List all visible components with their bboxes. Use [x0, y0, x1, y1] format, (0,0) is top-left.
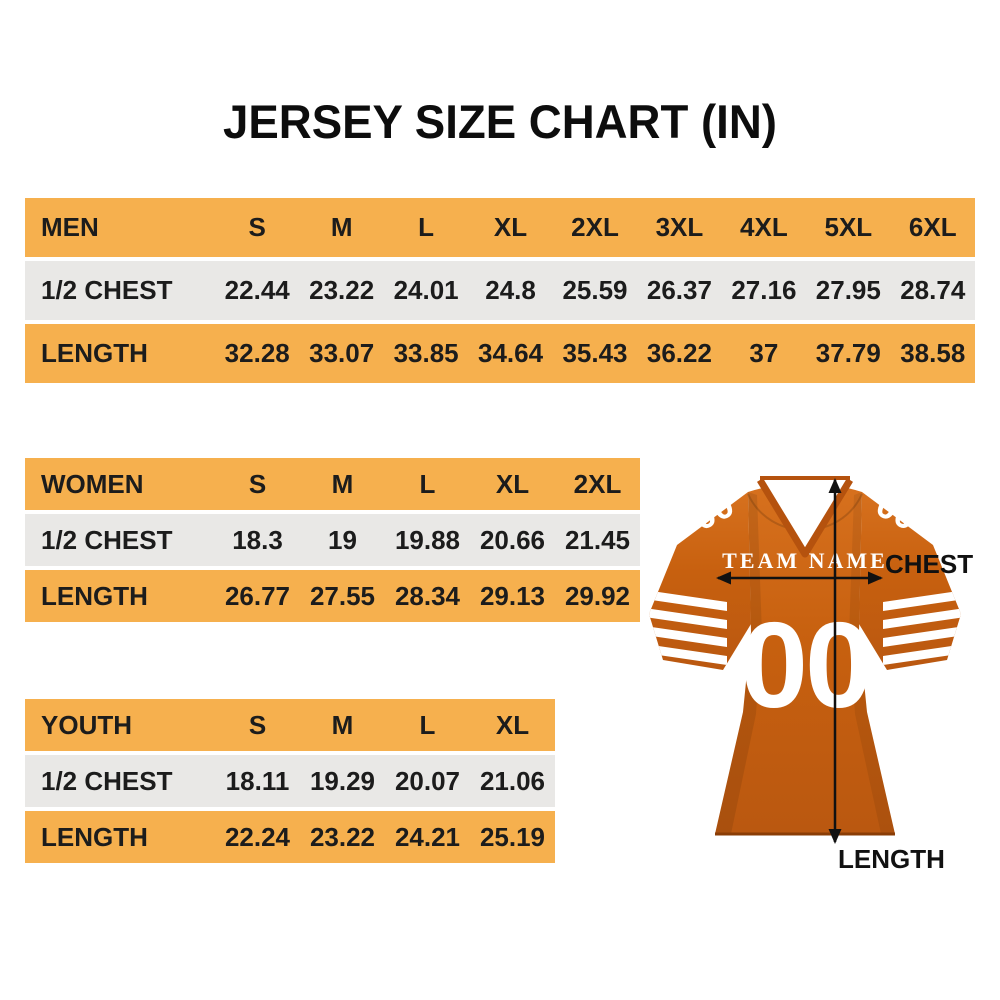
size-value: 29.13: [470, 570, 555, 622]
jersey-figure: 00 00 TEAM NAME 00 CHEST LENGTH: [645, 462, 1000, 887]
size-value: 20.07: [385, 755, 470, 807]
size-value: 20.66: [470, 514, 555, 566]
size-value: 28.74: [890, 261, 975, 320]
row-label: 1/2 CHEST: [25, 261, 215, 320]
size-value: 26.77: [215, 570, 300, 622]
size-value: 37: [721, 324, 807, 383]
size-value: 34.64: [468, 324, 553, 383]
size-value: 24.8: [468, 261, 553, 320]
size-value: 27.16: [721, 261, 807, 320]
row-label: 1/2 CHEST: [25, 755, 215, 807]
size-value: 29.92: [555, 570, 640, 622]
size-value: 18.11: [215, 755, 300, 807]
size-value: 24.21: [385, 811, 470, 863]
jersey-image: 00 00 TEAM NAME 00 CHEST LENGTH: [649, 476, 973, 874]
size-value: 36.22: [637, 324, 722, 383]
size-col-header: XL: [468, 198, 553, 257]
size-table-youth: YOUTH S M L XL 1/2 CHEST 18.11 19.29 20.07 21.06 L…: [25, 699, 555, 863]
size-value: 21.06: [470, 755, 555, 807]
size-value: 19.88: [385, 514, 470, 566]
size-table-women: WOMEN S M L XL 2XL 1/2 CHEST 18.3 19 19.88 20.66 21…: [25, 458, 640, 622]
size-col-header: 3XL: [637, 198, 722, 257]
size-value: 27.95: [806, 261, 891, 320]
chest-number: 00: [740, 597, 870, 733]
size-value: 19.29: [300, 755, 385, 807]
size-col-header: L: [385, 458, 470, 510]
size-col-header: 2XL: [555, 458, 640, 510]
row-label: LENGTH: [25, 811, 215, 863]
size-value: 35.43: [552, 324, 638, 383]
size-value: 23.22: [299, 261, 384, 320]
size-value: 38.58: [890, 324, 975, 383]
size-col-header: M: [300, 699, 385, 751]
size-value: 18.3: [215, 514, 300, 566]
size-col-header: 4XL: [721, 198, 807, 257]
length-label: LENGTH: [838, 844, 945, 874]
size-value: 22.44: [215, 261, 300, 320]
right-sleeve-stripes-icon: [883, 590, 961, 665]
left-sleeve-stripes-icon: [649, 590, 727, 665]
table-title: MEN: [25, 198, 215, 257]
size-value: 22.24: [215, 811, 300, 863]
size-value: 24.01: [383, 261, 469, 320]
size-col-header: XL: [470, 699, 555, 751]
size-col-header: 2XL: [552, 198, 638, 257]
size-value: 32.28: [215, 324, 300, 383]
size-value: 25.59: [552, 261, 638, 320]
size-value: 33.85: [383, 324, 469, 383]
size-value: 37.79: [806, 324, 891, 383]
size-value: 27.55: [300, 570, 385, 622]
size-col-header: S: [215, 699, 300, 751]
size-table-men: MEN S M L XL 2XL 3XL 4XL 5XL 6XL 1/2 CHEST 22.44 23.…: [25, 198, 975, 383]
size-col-header: S: [215, 198, 300, 257]
size-value: 25.19: [470, 811, 555, 863]
size-col-header: 5XL: [806, 198, 891, 257]
page-title: JERSEY SIZE CHART (IN): [223, 95, 777, 148]
row-label: LENGTH: [25, 570, 215, 622]
team-name-text: TEAM NAME: [722, 548, 888, 573]
size-value: 21.45: [555, 514, 640, 566]
size-col-header: L: [383, 198, 469, 257]
size-value: 28.34: [385, 570, 470, 622]
row-label: LENGTH: [25, 324, 215, 383]
size-col-header: M: [299, 198, 384, 257]
size-col-header: XL: [470, 458, 555, 510]
size-col-header: S: [215, 458, 300, 510]
jersey-sleeves: [649, 492, 961, 670]
size-col-header: M: [300, 458, 385, 510]
size-col-header: 6XL: [890, 198, 975, 257]
size-value: 26.37: [637, 261, 722, 320]
table-title: YOUTH: [25, 699, 215, 751]
size-col-header: L: [385, 699, 470, 751]
size-value: 23.22: [300, 811, 385, 863]
table-title: WOMEN: [25, 458, 215, 510]
chest-label: CHEST: [885, 549, 973, 579]
size-value: 19: [300, 514, 385, 566]
row-label: 1/2 CHEST: [25, 514, 215, 566]
size-value: 33.07: [299, 324, 384, 383]
